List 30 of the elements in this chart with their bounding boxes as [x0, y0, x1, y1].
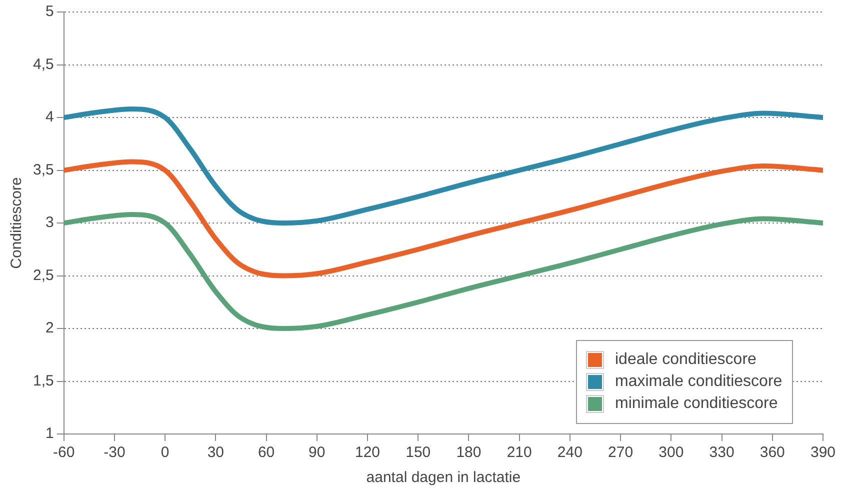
x-tick-label: 240: [557, 444, 582, 462]
y-tick-label: 2,5: [32, 266, 54, 284]
x-tick-label: -30: [104, 444, 126, 462]
x-tick-label: 270: [608, 444, 634, 462]
x-tick-label: 210: [506, 444, 532, 462]
x-tick-label: 60: [258, 444, 275, 462]
y-tick-label: 3: [46, 214, 54, 232]
x-tick-label: 180: [456, 444, 482, 462]
y-tick-label: 5: [46, 3, 54, 20]
x-tick-label: 390: [810, 444, 836, 462]
legend-label: maximale conditiescore: [615, 373, 782, 391]
x-axis-title: aantal dagen in lactatie: [366, 469, 521, 486]
y-tick-label: 3,5: [32, 161, 54, 178]
x-tick-label: 330: [709, 444, 734, 462]
x-tick-label: 150: [406, 444, 431, 462]
x-tick-label: 0: [160, 444, 170, 462]
y-tick-label: 4: [46, 108, 54, 126]
legend-label: minimale conditiescore: [615, 395, 778, 413]
x-tick-label: 90: [308, 444, 326, 462]
x-tick-label: 300: [658, 444, 684, 462]
y-tick-label: 1: [46, 425, 54, 442]
y-tick-label: 1,5: [32, 372, 54, 390]
x-tick-label: 120: [354, 444, 380, 462]
y-axis-title: Conditiescore: [8, 177, 26, 269]
x-tick-label: -60: [53, 444, 75, 462]
x-tick-label: 360: [760, 444, 785, 462]
x-tick-label: 30: [207, 444, 224, 462]
legend-label: ideale conditiescore: [615, 351, 756, 369]
y-tick-label: 2: [46, 320, 54, 337]
y-tick-label: 4,5: [32, 56, 54, 73]
